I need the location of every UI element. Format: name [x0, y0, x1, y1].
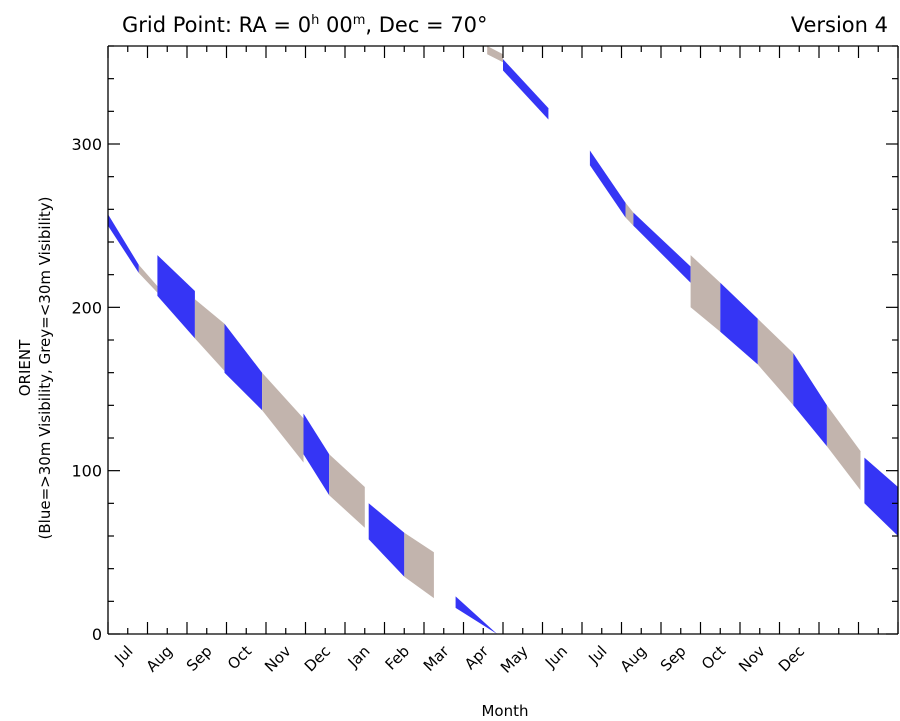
- visibility-band-blue-0: [108, 214, 139, 273]
- month-label-14: Sep: [657, 642, 690, 675]
- visibility-band-blue-19: [793, 353, 827, 447]
- month-label-0: Jul: [110, 642, 136, 668]
- visibility-band-grey-3: [194, 299, 225, 371]
- visibility-bands: [108, 46, 898, 634]
- x-axis-title: Month: [481, 702, 528, 720]
- visibility-band-grey-7: [329, 454, 365, 528]
- visibility-band-grey-9: [404, 532, 434, 599]
- visibility-band-blue-2: [157, 255, 195, 339]
- visibility-band-blue-15: [633, 212, 691, 283]
- visibility-band-blue-12: [503, 59, 549, 120]
- visibility-band-grey-1: [138, 264, 158, 293]
- visibility-band-blue-13: [589, 150, 626, 218]
- y-tick-label-200: 200: [71, 298, 102, 317]
- month-label-1: Aug: [143, 642, 176, 675]
- y-tick-label-300: 300: [71, 135, 102, 154]
- month-label-12: Jul: [584, 642, 610, 668]
- month-label-17: Dec: [775, 642, 808, 675]
- visibility-band-blue-8: [368, 503, 405, 577]
- version-label: Version 4: [791, 13, 888, 37]
- visibility-band-grey-20: [826, 405, 861, 491]
- month-label-10: May: [497, 642, 532, 677]
- y-axis-title-line2: (Blue=>30m Visibility, Grey=<30m Visibil…: [36, 197, 54, 540]
- y-tick-label-100: 100: [71, 462, 102, 481]
- month-label-15: Oct: [698, 642, 729, 673]
- visibility-band-blue-21: [864, 457, 898, 536]
- month-label-11: Jun: [541, 642, 571, 672]
- month-label-7: Feb: [382, 642, 414, 674]
- y-tick-label-0: 0: [92, 625, 102, 644]
- month-label-2: Sep: [183, 642, 216, 675]
- y-axis-title-line1: ORIENT: [16, 339, 34, 396]
- month-label-13: Aug: [617, 642, 650, 675]
- visibility-band-grey-11: [487, 46, 503, 63]
- visibility-band-blue-17: [720, 282, 758, 365]
- visibility-band-blue-4: [224, 323, 263, 411]
- chart-title: Grid Point: RA = 0h 00m, Dec = 70°: [122, 13, 488, 37]
- month-label-9: Apr: [461, 642, 493, 674]
- visibility-band-grey-16: [690, 255, 721, 332]
- month-label-4: Nov: [261, 642, 295, 676]
- month-label-3: Oct: [224, 642, 255, 673]
- month-label-8: Mar: [420, 642, 453, 675]
- y-axis-title: ORIENT (Blue=>30m Visibility, Grey=<30m …: [16, 197, 54, 540]
- visibility-band-grey-14: [625, 202, 634, 226]
- month-label-5: Dec: [301, 642, 334, 675]
- month-label-6: Jan: [344, 642, 374, 672]
- visibility-band-blue-6: [303, 413, 330, 496]
- y-axis: 0 100 200 300: [71, 45, 898, 644]
- visibility-band-blue-10: [455, 596, 498, 634]
- visibility-band-grey-18: [757, 318, 794, 406]
- month-label-16: Nov: [735, 642, 769, 676]
- visibility-band-grey-5: [262, 372, 304, 463]
